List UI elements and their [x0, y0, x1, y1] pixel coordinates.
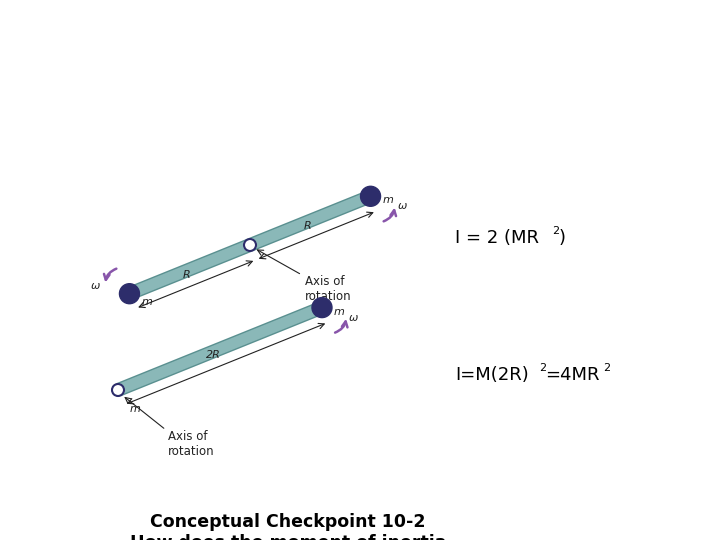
Text: R: R — [304, 221, 311, 232]
Text: 2: 2 — [603, 363, 610, 373]
Text: I=M(2R): I=M(2R) — [455, 366, 528, 384]
Text: R: R — [183, 270, 191, 280]
Text: 2: 2 — [552, 226, 559, 236]
Text: Conceptual Checkpoint 10-2
How does the moment of inertia
depend on the axis of : Conceptual Checkpoint 10-2 How does the … — [130, 513, 446, 540]
Circle shape — [361, 186, 381, 206]
Text: m: m — [334, 307, 345, 316]
Circle shape — [120, 284, 140, 303]
Text: m: m — [130, 404, 141, 414]
Text: m: m — [141, 296, 153, 307]
Text: m: m — [382, 195, 393, 205]
Text: Axis of
rotation: Axis of rotation — [305, 275, 351, 303]
Text: ω: ω — [349, 313, 359, 322]
Text: 2: 2 — [539, 363, 546, 373]
Text: ω: ω — [397, 201, 407, 211]
Circle shape — [244, 239, 256, 251]
Circle shape — [112, 384, 124, 396]
Text: ): ) — [559, 229, 566, 247]
Text: 2R: 2R — [206, 349, 221, 360]
Text: Axis of
rotation: Axis of rotation — [168, 430, 215, 458]
Text: =4MR: =4MR — [545, 366, 600, 384]
Text: ω: ω — [91, 281, 100, 291]
Circle shape — [312, 298, 332, 318]
Text: I = 2 (MR: I = 2 (MR — [455, 229, 539, 247]
